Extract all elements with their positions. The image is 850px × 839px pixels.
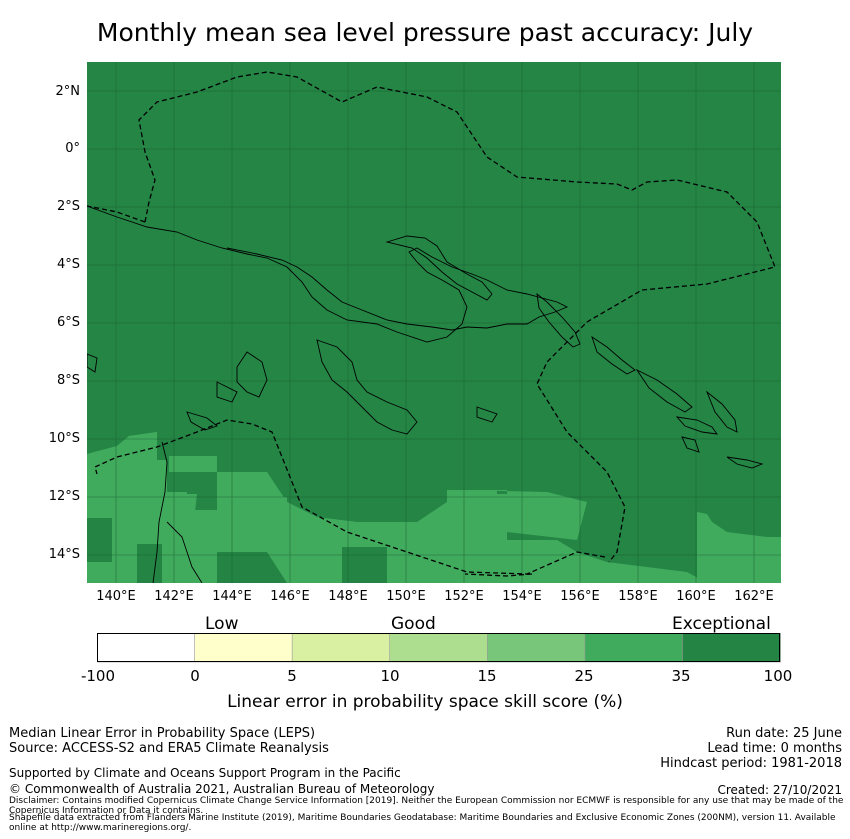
colorbar-tick: 5	[287, 667, 297, 685]
lat-label: 2°N	[55, 84, 81, 99]
lon-label: 146°E	[270, 589, 310, 604]
lon-label: 156°E	[560, 589, 600, 604]
footer-run-date: Run date: 25 June	[726, 726, 842, 741]
footer-created: Created: 27/10/2021	[717, 783, 842, 797]
colorbar-tick: 10	[380, 667, 400, 685]
colorbar-segment	[584, 633, 684, 663]
lon-label: 140°E	[96, 589, 136, 604]
colorbar-label: Linear error in probability space skill …	[227, 692, 623, 712]
footer-lead-time: Lead time: 0 months	[707, 741, 842, 756]
lon-label: 142°E	[154, 589, 194, 604]
lat-label: 8°S	[56, 373, 80, 388]
colorbar-tick: 100	[763, 667, 793, 685]
colorbar-segment	[486, 633, 586, 663]
colorbar-category-good: Good	[391, 614, 436, 634]
lat-label: 14°S	[48, 547, 80, 562]
colorbar-tick: 25	[574, 667, 594, 685]
map-title: Monthly mean sea level pressure past acc…	[96, 18, 754, 47]
coastlines	[87, 205, 764, 583]
lat-label: 12°S	[48, 489, 80, 504]
footer-source: Source: ACCESS-S2 and ERA5 Climate Reana…	[9, 741, 329, 756]
lon-label: 160°E	[676, 589, 716, 604]
lon-label: 150°E	[386, 589, 426, 604]
lat-label: 10°S	[48, 431, 80, 446]
colorbar-tick: 0	[190, 667, 200, 685]
lon-label: 162°E	[734, 589, 774, 604]
colorbar-segment	[389, 633, 489, 663]
colorbar-segment	[97, 633, 196, 663]
footer-support: Supported by Climate and Oceans Support …	[9, 766, 401, 780]
lon-label: 152°E	[444, 589, 484, 604]
skill-patches	[87, 432, 781, 583]
map-canvas	[87, 62, 781, 583]
lat-label: 0°	[65, 141, 80, 156]
eez-boundaries	[87, 71, 776, 577]
colorbar-tick: 35	[671, 667, 691, 685]
footer-disclaimer: Disclaimer: Contains modified Copernicus…	[9, 796, 844, 816]
graticule	[87, 62, 781, 583]
colorbar-segment	[291, 633, 391, 663]
lon-label: 154°E	[502, 589, 542, 604]
colorbar-category-low: Low	[205, 614, 239, 634]
footer-hindcast: Hindcast period: 1981-2018	[660, 756, 842, 771]
lon-label: 158°E	[618, 589, 658, 604]
colorbar-segment	[194, 633, 293, 663]
footer-copyright: © Commonwealth of Australia 2021, Austra…	[9, 782, 435, 796]
map-panel	[87, 62, 781, 583]
lon-label: 148°E	[328, 589, 368, 604]
colorbar	[97, 633, 781, 663]
lat-label: 4°S	[56, 257, 80, 272]
colorbar-category-exceptional: Exceptional	[672, 614, 771, 634]
colorbar-tick: -100	[80, 667, 116, 685]
lat-label: 6°S	[56, 315, 80, 330]
lon-label: 144°E	[212, 589, 252, 604]
lat-label: 2°S	[56, 199, 80, 214]
footer-shapefile: Shapefile data extracted from Flanders M…	[9, 813, 836, 833]
footer-method: Median Linear Error in Probability Space…	[9, 726, 316, 741]
colorbar-segment	[682, 633, 781, 663]
colorbar-tick: 15	[477, 667, 497, 685]
